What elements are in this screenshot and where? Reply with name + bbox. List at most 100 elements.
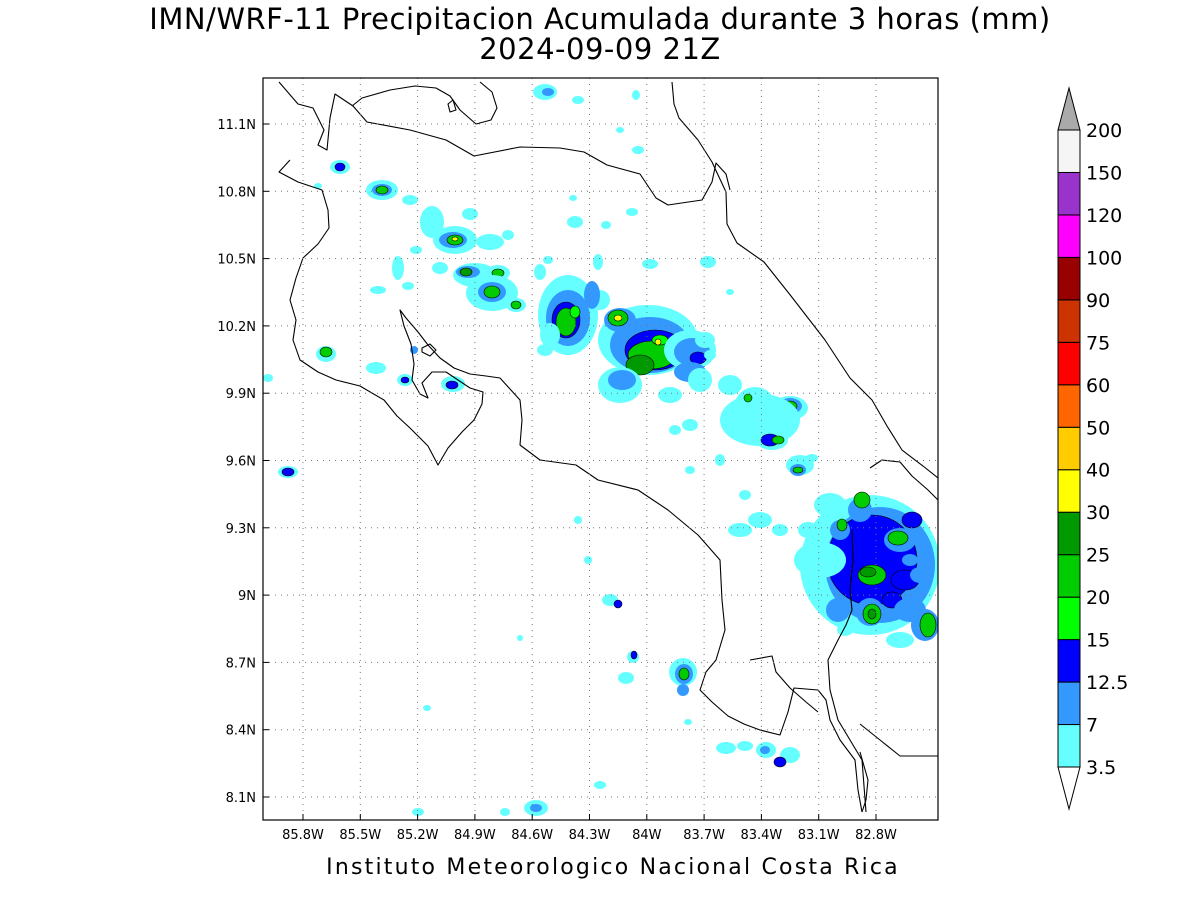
precip-cell	[613, 314, 623, 322]
lat-lon-grid	[263, 78, 938, 820]
colorbar-over-arrow	[1057, 86, 1081, 131]
lat-tick-label: 10.8N	[217, 185, 256, 200]
precip-cell	[517, 635, 523, 641]
colorbar-level-label: 75	[1086, 332, 1110, 354]
gulf-island	[421, 343, 437, 357]
precip-cell	[618, 672, 634, 684]
precip-cell	[853, 491, 871, 509]
precip-cell	[542, 88, 554, 96]
precip-cell	[319, 346, 333, 358]
colorbar-level-label: 60	[1086, 375, 1110, 397]
osa-peninsula	[749, 655, 819, 713]
lat-tick-label: 9.3N	[226, 522, 256, 537]
precip-cell	[459, 267, 473, 277]
precip-cell	[540, 323, 560, 347]
colorbar-level-label: 40	[1086, 460, 1110, 482]
precip-cell	[658, 387, 682, 403]
colorbar-level-label: 100	[1086, 247, 1122, 269]
precip-cell	[476, 234, 504, 250]
precip-cell	[632, 90, 640, 100]
precip-cell	[867, 608, 877, 620]
lon-tick-label: 84.3W	[569, 828, 611, 843]
precip-cell	[366, 362, 386, 374]
precip-cell	[718, 375, 742, 395]
lon-tick-label: 82.8W	[855, 828, 897, 843]
colorbar-level-label: 15	[1086, 630, 1110, 652]
colorbar-swatch	[1057, 554, 1081, 598]
colorbar-swatch	[1057, 426, 1081, 471]
precip-cell	[836, 518, 848, 532]
colorbar-level-label: 120	[1086, 205, 1122, 227]
precip-cell	[677, 684, 689, 696]
lat-tick-label: 9.6N	[226, 455, 256, 470]
precip-cell	[678, 667, 690, 681]
lat-tick-label: 10.2N	[217, 320, 256, 335]
lon-tick-label: 84.9W	[454, 828, 496, 843]
lat-tick-label: 8.1N	[226, 791, 256, 806]
caribbean-coast	[671, 81, 938, 479]
colorbar-legend: 3.5 7 12.5 15 20 25 30 40 50 60 75 90 100 120 150 200	[1057, 86, 1128, 811]
lon-tick-label: 84W	[632, 828, 662, 843]
burica-coast	[859, 723, 938, 757]
precip-cell	[510, 300, 522, 310]
colorbar-swatch	[1057, 681, 1081, 726]
precip-cell	[500, 808, 510, 816]
lon-tick-label: 83.7W	[683, 828, 725, 843]
precip-cell	[794, 542, 846, 578]
lat-tick-label: 9N	[238, 589, 256, 604]
precip-cell	[743, 393, 753, 403]
precip-cell	[613, 599, 623, 609]
map-plot-background	[263, 78, 938, 820]
precip-cell	[451, 236, 459, 242]
lat-tick-label: 8.7N	[226, 656, 256, 671]
precip-cell	[400, 376, 410, 384]
precip-cell	[739, 490, 751, 500]
precip-cell	[569, 195, 577, 201]
colorbar-swatch	[1057, 469, 1081, 513]
precip-cell	[726, 289, 734, 295]
colorbar-swatch	[1057, 214, 1081, 258]
precip-cell	[445, 380, 459, 390]
colorbar-swatch	[1057, 299, 1081, 343]
precip-cell	[626, 208, 638, 216]
precip-cell	[423, 705, 431, 711]
colorbar-swatch	[1057, 129, 1081, 173]
colorbar-swatch	[1057, 639, 1081, 683]
coastlines-borders	[278, 81, 938, 813]
precip-cell	[814, 493, 846, 517]
precip-cell	[826, 598, 850, 622]
precip-cell	[402, 282, 414, 290]
longitude-labels: 85.8W 85.5W 85.2W 84.9W 84.6W 84.3W 84W 83.7W 83…	[282, 828, 897, 843]
precip-cell	[402, 195, 418, 205]
precip-cell	[410, 246, 422, 254]
precip-cell	[632, 146, 644, 154]
colorbar-level-label: 7	[1086, 715, 1098, 737]
precip-cell	[919, 612, 937, 638]
colorbar-level-label: 20	[1086, 587, 1110, 609]
map-subtitle-datetime: 2024-09-09 21Z	[479, 32, 721, 66]
colorbar-level-label: 50	[1086, 417, 1110, 439]
precip-cell	[792, 466, 804, 474]
panama-coast	[869, 459, 938, 501]
precip-cell	[695, 332, 715, 348]
colorbar-under-arrow	[1057, 766, 1081, 811]
lon-tick-label: 85.8W	[282, 828, 324, 843]
precip-cell	[748, 512, 772, 528]
precip-cell	[806, 454, 818, 462]
precip-cell	[887, 530, 909, 546]
precip-cell	[534, 264, 546, 280]
latitude-labels: 11.1N 10.8N 10.5N 10.2N 9.9N 9.6N 9.3N 9N 8.7N 8.…	[217, 118, 256, 806]
colorbar-swatch	[1057, 511, 1081, 556]
colorbar-level-label: 3.5	[1086, 757, 1116, 779]
lat-tick-label: 10.5N	[217, 253, 256, 268]
colorbar-level-label: 12.5	[1086, 672, 1128, 694]
lon-tick-label: 84.6W	[511, 828, 553, 843]
precip-cell	[773, 756, 787, 768]
precip-cell	[502, 230, 514, 240]
precip-cell	[688, 368, 712, 392]
colorbar-level-label: 90	[1086, 290, 1110, 312]
colorbar-level-label: 200	[1086, 120, 1122, 142]
precip-cell	[601, 221, 611, 229]
precipitation-field	[263, 84, 938, 816]
precip-cell	[594, 781, 606, 789]
